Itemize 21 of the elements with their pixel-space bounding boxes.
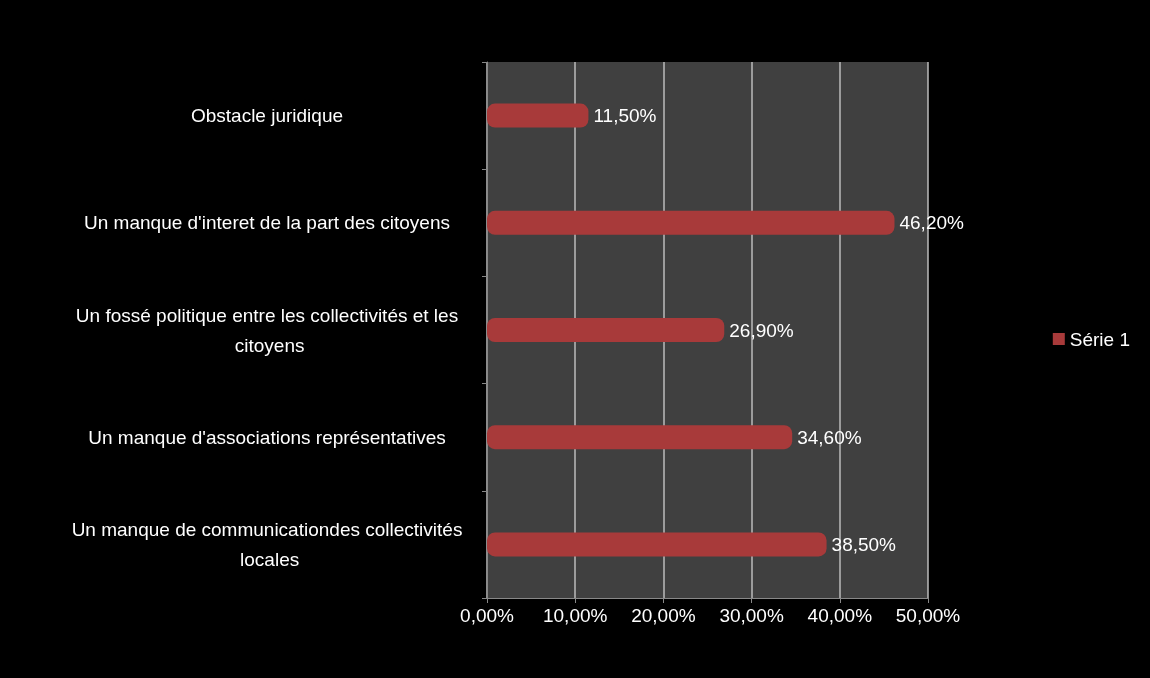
x-tick-label: 10,00% [542,605,608,626]
bar [487,103,589,128]
x-tick-label: 20,00% [631,605,696,626]
data-label: 38,50% [831,533,897,555]
legend-label: Série 1 [1069,328,1130,350]
bar [487,532,827,557]
bar [487,318,725,342]
y-tick-label: Obstacle juridique [190,105,344,127]
data-label: 11,50% [593,105,657,127]
data-label: 26,90% [729,319,794,341]
x-tick-label: 40,00% [807,605,873,626]
y-tick-label: Un manque d'associations représentatives [88,426,446,448]
bar [487,210,895,235]
y-tick-label: Un fossé politique entre les collectivités et les citoyens [75,304,459,356]
data-label: 34,60% [797,426,862,448]
y-tick-label: Un manque de communicationdes collectivités locales [71,518,463,570]
bar [487,425,793,450]
x-tick-label: 30,00% [719,605,784,626]
x-tick-label: 0,00% [460,605,515,626]
y-tick-label: Un manque d'interet de la part des citoyens [84,212,450,234]
x-tick-label: 50,00% [895,605,961,626]
